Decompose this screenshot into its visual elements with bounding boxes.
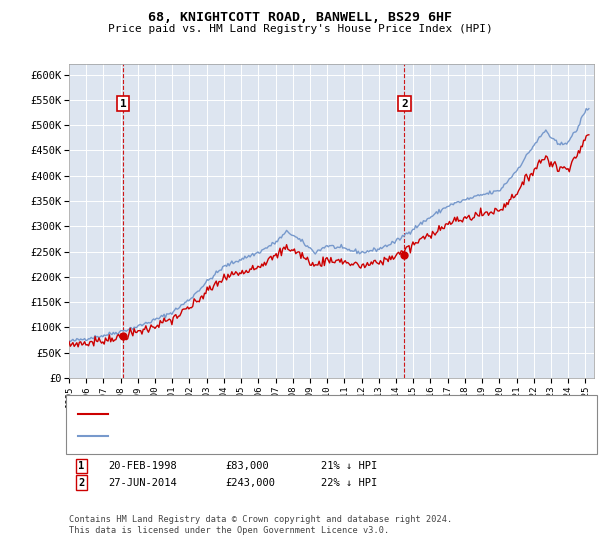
Text: 27-JUN-2014: 27-JUN-2014 xyxy=(108,478,177,488)
Text: 68, KNIGHTCOTT ROAD, BANWELL, BS29 6HF (detached house): 68, KNIGHTCOTT ROAD, BANWELL, BS29 6HF (… xyxy=(114,409,437,418)
Text: 1: 1 xyxy=(119,99,126,109)
Text: 68, KNIGHTCOTT ROAD, BANWELL, BS29 6HF: 68, KNIGHTCOTT ROAD, BANWELL, BS29 6HF xyxy=(148,11,452,24)
Text: 21% ↓ HPI: 21% ↓ HPI xyxy=(321,461,377,471)
Text: 22% ↓ HPI: 22% ↓ HPI xyxy=(321,478,377,488)
Text: Price paid vs. HM Land Registry's House Price Index (HPI): Price paid vs. HM Land Registry's House … xyxy=(107,24,493,34)
Text: 2: 2 xyxy=(78,478,84,488)
Text: Contains HM Land Registry data © Crown copyright and database right 2024.
This d: Contains HM Land Registry data © Crown c… xyxy=(69,515,452,535)
Text: 2: 2 xyxy=(401,99,408,109)
Text: 20-FEB-1998: 20-FEB-1998 xyxy=(108,461,177,471)
Text: £83,000: £83,000 xyxy=(225,461,269,471)
Text: HPI: Average price, detached house, North Somerset: HPI: Average price, detached house, Nort… xyxy=(114,431,408,441)
Text: 1: 1 xyxy=(78,461,84,471)
Text: £243,000: £243,000 xyxy=(225,478,275,488)
